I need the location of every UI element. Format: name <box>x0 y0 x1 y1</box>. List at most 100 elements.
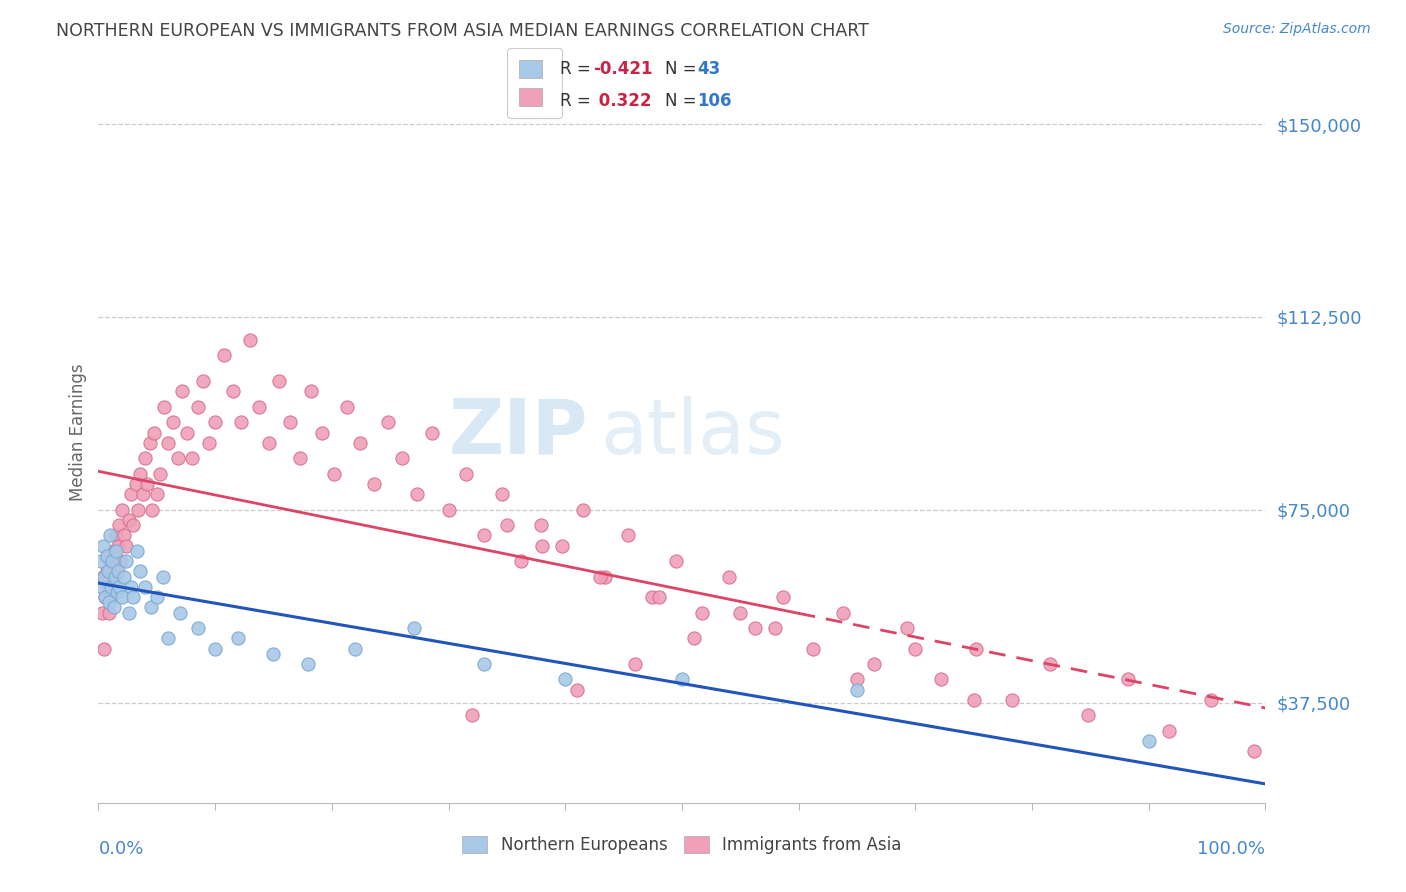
Point <box>437 502 460 516</box>
Point <box>103 600 125 615</box>
Point <box>90 554 112 568</box>
Point <box>1199 693 1222 707</box>
Point <box>406 487 429 501</box>
Text: 106: 106 <box>697 92 733 110</box>
Point <box>863 657 886 671</box>
Point <box>111 502 134 516</box>
Point <box>112 528 135 542</box>
Point <box>129 467 152 481</box>
Point <box>97 606 120 620</box>
Point <box>100 580 122 594</box>
Point <box>98 554 121 568</box>
Point <box>377 415 399 429</box>
Point <box>166 451 188 466</box>
Text: ZIP: ZIP <box>449 396 589 469</box>
Point <box>132 487 155 501</box>
Point <box>391 451 413 466</box>
Point <box>107 539 129 553</box>
Point <box>187 621 209 635</box>
Point <box>104 528 127 542</box>
Point <box>617 528 640 542</box>
Point <box>349 436 371 450</box>
Point <box>363 477 385 491</box>
Text: atlas: atlas <box>600 396 785 469</box>
Point <box>297 657 319 671</box>
Point <box>94 590 117 604</box>
Point <box>239 333 262 347</box>
Point <box>125 544 148 558</box>
Point <box>96 565 118 579</box>
Point <box>1243 744 1265 758</box>
Point <box>496 518 519 533</box>
Point <box>221 384 243 399</box>
Point <box>1137 734 1160 748</box>
Point <box>127 502 149 516</box>
Point <box>323 467 346 481</box>
Text: 0.322: 0.322 <box>593 92 652 110</box>
Point <box>198 436 221 450</box>
Point <box>904 641 927 656</box>
Point <box>530 539 553 553</box>
Point <box>120 487 142 501</box>
Point <box>118 513 141 527</box>
Point <box>554 673 576 687</box>
Point <box>105 585 128 599</box>
Point <box>157 632 180 646</box>
Point <box>110 554 132 568</box>
Point <box>125 477 148 491</box>
Point <box>122 518 145 533</box>
Point <box>134 451 156 466</box>
Point <box>593 569 616 583</box>
Point <box>115 539 138 553</box>
Point <box>93 569 115 583</box>
Point <box>101 554 124 568</box>
Point <box>103 544 125 558</box>
Point <box>91 569 114 583</box>
Point <box>146 487 169 501</box>
Point <box>344 641 367 656</box>
Text: N =: N = <box>665 60 702 78</box>
Point <box>111 590 134 604</box>
Point <box>571 502 593 516</box>
Point <box>214 349 236 363</box>
Point <box>257 436 280 450</box>
Point <box>176 425 198 440</box>
Point <box>336 400 359 414</box>
Point <box>118 606 141 620</box>
Point <box>640 590 662 604</box>
Point <box>97 595 120 609</box>
Point <box>491 487 513 501</box>
Point <box>665 554 688 568</box>
Point <box>249 400 271 414</box>
Point <box>187 400 209 414</box>
Point <box>94 590 117 604</box>
Point <box>152 400 174 414</box>
Point <box>299 384 322 399</box>
Point <box>965 641 987 656</box>
Point <box>96 549 118 563</box>
Point <box>112 569 135 583</box>
Point <box>772 590 794 604</box>
Point <box>690 606 713 620</box>
Point <box>115 554 138 568</box>
Point <box>929 673 952 687</box>
Point <box>120 580 142 594</box>
Point <box>93 641 115 656</box>
Point <box>129 565 152 579</box>
Point <box>647 590 669 604</box>
Point <box>717 569 740 583</box>
Point <box>141 502 163 516</box>
Point <box>107 565 129 579</box>
Point <box>134 580 156 594</box>
Point <box>169 606 191 620</box>
Point <box>744 621 766 635</box>
Point <box>105 565 128 579</box>
Point <box>509 554 531 568</box>
Point <box>157 436 180 450</box>
Point <box>104 580 127 594</box>
Point <box>763 621 786 635</box>
Point <box>104 544 127 558</box>
Point <box>108 580 131 594</box>
Point <box>101 569 124 583</box>
Point <box>108 518 131 533</box>
